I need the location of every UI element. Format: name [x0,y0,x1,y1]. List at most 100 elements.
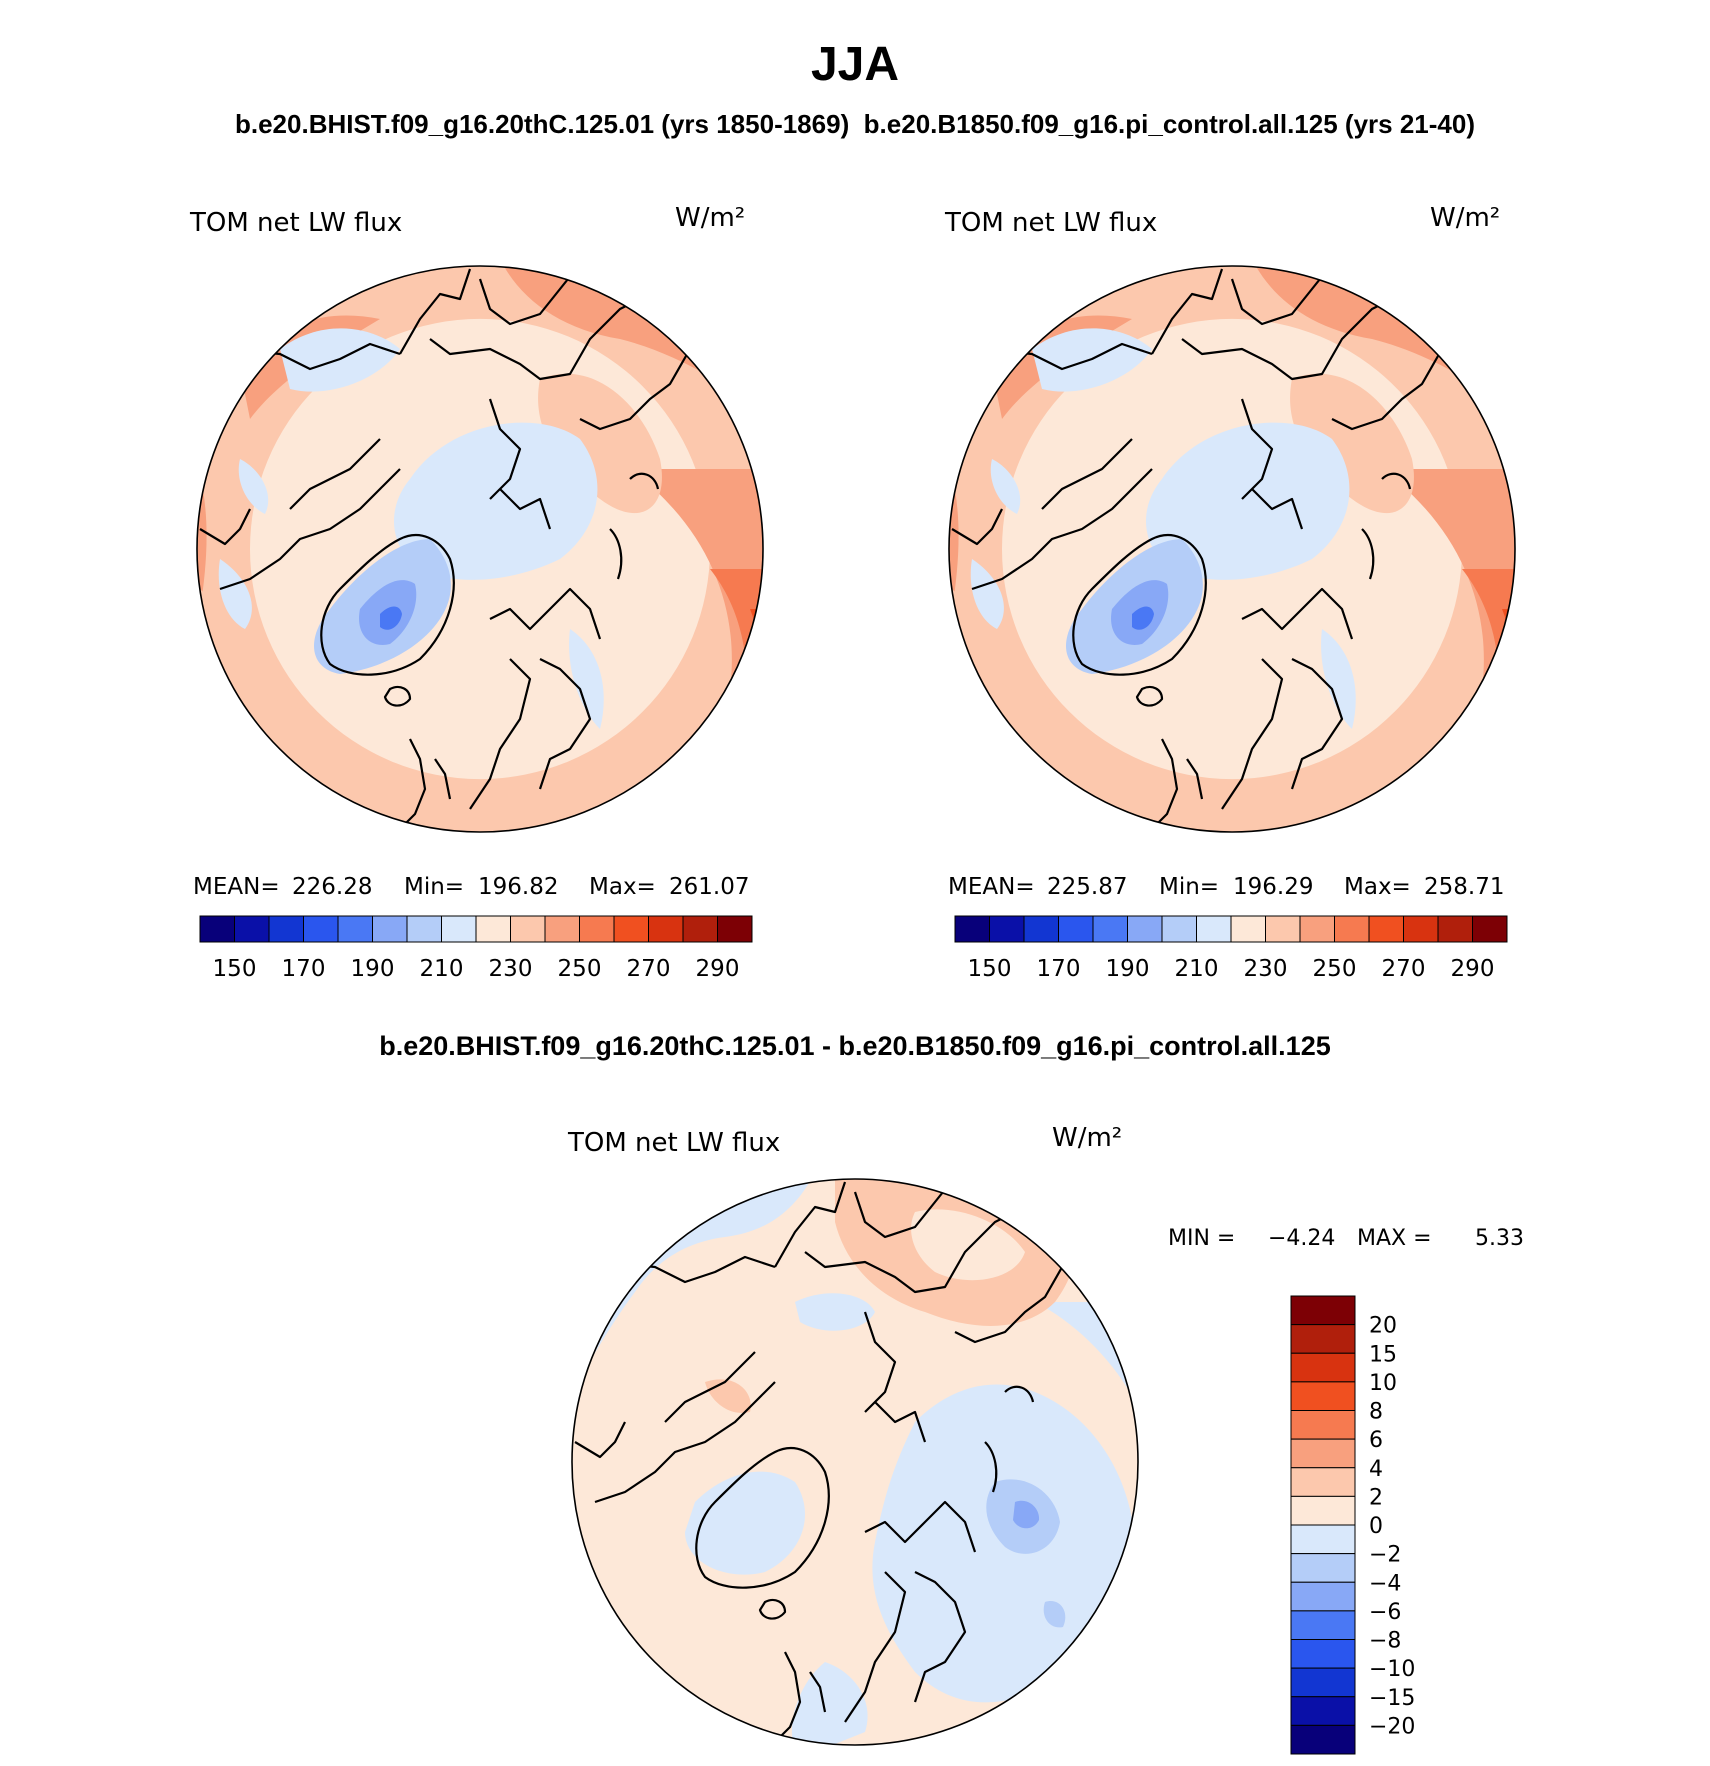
colorbar-swatch [1403,915,1439,943]
colorbar-swatch [303,915,339,943]
colorbar-swatch [1290,1438,1356,1469]
panel-a-colorbar-ticks: 150 170 190 210 230 250 270 290 [213,956,740,982]
colorbar-swatch [441,915,477,943]
panel-bottom: TOM net LW flux W/m² [567,1123,1524,1755]
colorbar-swatch [1196,915,1232,943]
colorbar-swatch [268,915,304,943]
colorbar-swatch [1290,1352,1356,1383]
colorbar-swatch [1299,915,1335,943]
panel-b-frame [948,265,1516,833]
panel-b-colorbar [954,915,1508,943]
colorbar-swatch [1290,1381,1356,1411]
colorbar-tick-label: −6 [1369,1600,1401,1625]
colorbar-tick-label: 270 [627,956,671,982]
colorbar-tick-label: 150 [213,956,257,982]
panel-b-mean-label: MEAN= [948,874,1035,900]
panel-a-mean: 226.28 [292,874,372,900]
colorbar-tick-label: 2 [1369,1485,1383,1510]
colorbar-swatch [1230,915,1266,943]
colorbar-swatch [337,915,373,943]
colorbar-tick-label: −2 [1369,1543,1401,1568]
colorbar-tick-label: 170 [1037,956,1081,982]
colorbar-tick-label: 290 [1451,956,1495,982]
panel-c-title: TOM net LW flux [567,1128,780,1158]
panel-c-min-label: MIN = [1168,1226,1235,1251]
panel-a-mean-label: MEAN= [193,874,280,900]
diff-title: b.e20.BHIST.f09_g16.20thC.125.01 - b.e20… [379,1031,1330,1061]
colorbar-swatch [1290,1495,1356,1526]
figure-subtitle: b.e20.BHIST.f09_g16.20thC.125.01 (yrs 18… [235,109,1475,139]
colorbar-tick-label: −15 [1369,1686,1415,1711]
colorbar-swatch [372,915,408,943]
colorbar-tick-label: 15 [1369,1342,1397,1367]
panel-a-title: TOM net LW flux [189,208,402,238]
panel-c-stats: MIN = −4.24 MAX = 5.33 [1168,1226,1524,1251]
colorbar-tick-label: 210 [420,956,464,982]
panel-c-max: 5.33 [1475,1226,1524,1251]
colorbar-tick-label: 290 [696,956,740,982]
colorbar-swatch [199,915,235,943]
colorbar-swatch [510,915,546,943]
panel-a-max-label: Max= [589,874,656,900]
colorbar-swatch [1161,915,1197,943]
colorbar-tick-label: −8 [1369,1629,1401,1654]
colorbar-swatch [1290,1610,1356,1640]
colorbar-swatch [1334,915,1370,943]
colorbar-swatch [1290,1524,1356,1555]
colorbar-tick-label: −10 [1369,1657,1415,1682]
colorbar-swatch [579,915,615,943]
colorbar-swatch [1290,1553,1356,1583]
colorbar-swatch [1290,1667,1356,1698]
colorbar-tick-label: 190 [351,956,395,982]
colorbar-swatch [1290,1295,1356,1326]
colorbar-swatch [1290,1639,1356,1669]
colorbar-tick-label: 230 [489,956,533,982]
colorbar-swatch [1290,1696,1356,1726]
panel-a-units: W/m² [675,203,745,233]
colorbar-tick-label: 20 [1369,1314,1397,1339]
panel-b-max-label: Max= [1344,874,1411,900]
panel-c-frame [571,1178,1139,1746]
panel-b-units: W/m² [1430,203,1500,233]
colorbar-swatch [648,915,684,943]
panel-c-min: −4.24 [1268,1226,1335,1251]
colorbar-tick-label: 4 [1369,1457,1383,1482]
colorbar-tick-label: −20 [1369,1714,1415,1739]
colorbar-swatch [682,915,718,943]
colorbar-swatch [234,915,270,943]
colorbar-tick-label: 10 [1369,1371,1397,1396]
panel-b-stats: MEAN= 225.87 Min= 196.29 Max= 258.71 [948,874,1504,900]
colorbar-tick-label: −4 [1369,1571,1401,1596]
colorbar-swatch [544,915,580,943]
colorbar-tick-label: 210 [1175,956,1219,982]
panel-b-min-label: Min= [1159,874,1219,900]
colorbar-swatch [1127,915,1163,943]
panel-a-max: 261.07 [669,874,749,900]
colorbar-swatch [1472,915,1508,943]
colorbar-swatch [1290,1410,1356,1440]
colorbar-tick-label: 230 [1244,956,1288,982]
colorbar-swatch [1058,915,1094,943]
colorbar-tick-label: 8 [1369,1400,1383,1425]
colorbar-swatch [1290,1724,1356,1755]
panel-c-map [572,1179,1138,1745]
panel-c-units: W/m² [1052,1123,1122,1153]
colorbar-swatch [613,915,649,943]
panel-a-min: 196.82 [478,874,558,900]
panel-b-map [949,266,1515,832]
panel-c-colorbar [1290,1295,1356,1755]
colorbar-swatch [1290,1467,1356,1497]
panel-a-frame [196,265,764,833]
colorbar-tick-label: 250 [1313,956,1357,982]
colorbar-swatch [1092,915,1128,943]
panel-b-mean: 225.87 [1047,874,1127,900]
panel-b-title: TOM net LW flux [944,208,1157,238]
colorbar-swatch [954,915,990,943]
panel-a-min-label: Min= [404,874,464,900]
panel-b-min: 196.29 [1233,874,1313,900]
colorbar-tick-label: 190 [1106,956,1150,982]
panel-a-stats: MEAN= 226.28 Min= 196.82 Max= 261.07 [193,874,749,900]
panel-b-max: 258.71 [1424,874,1504,900]
